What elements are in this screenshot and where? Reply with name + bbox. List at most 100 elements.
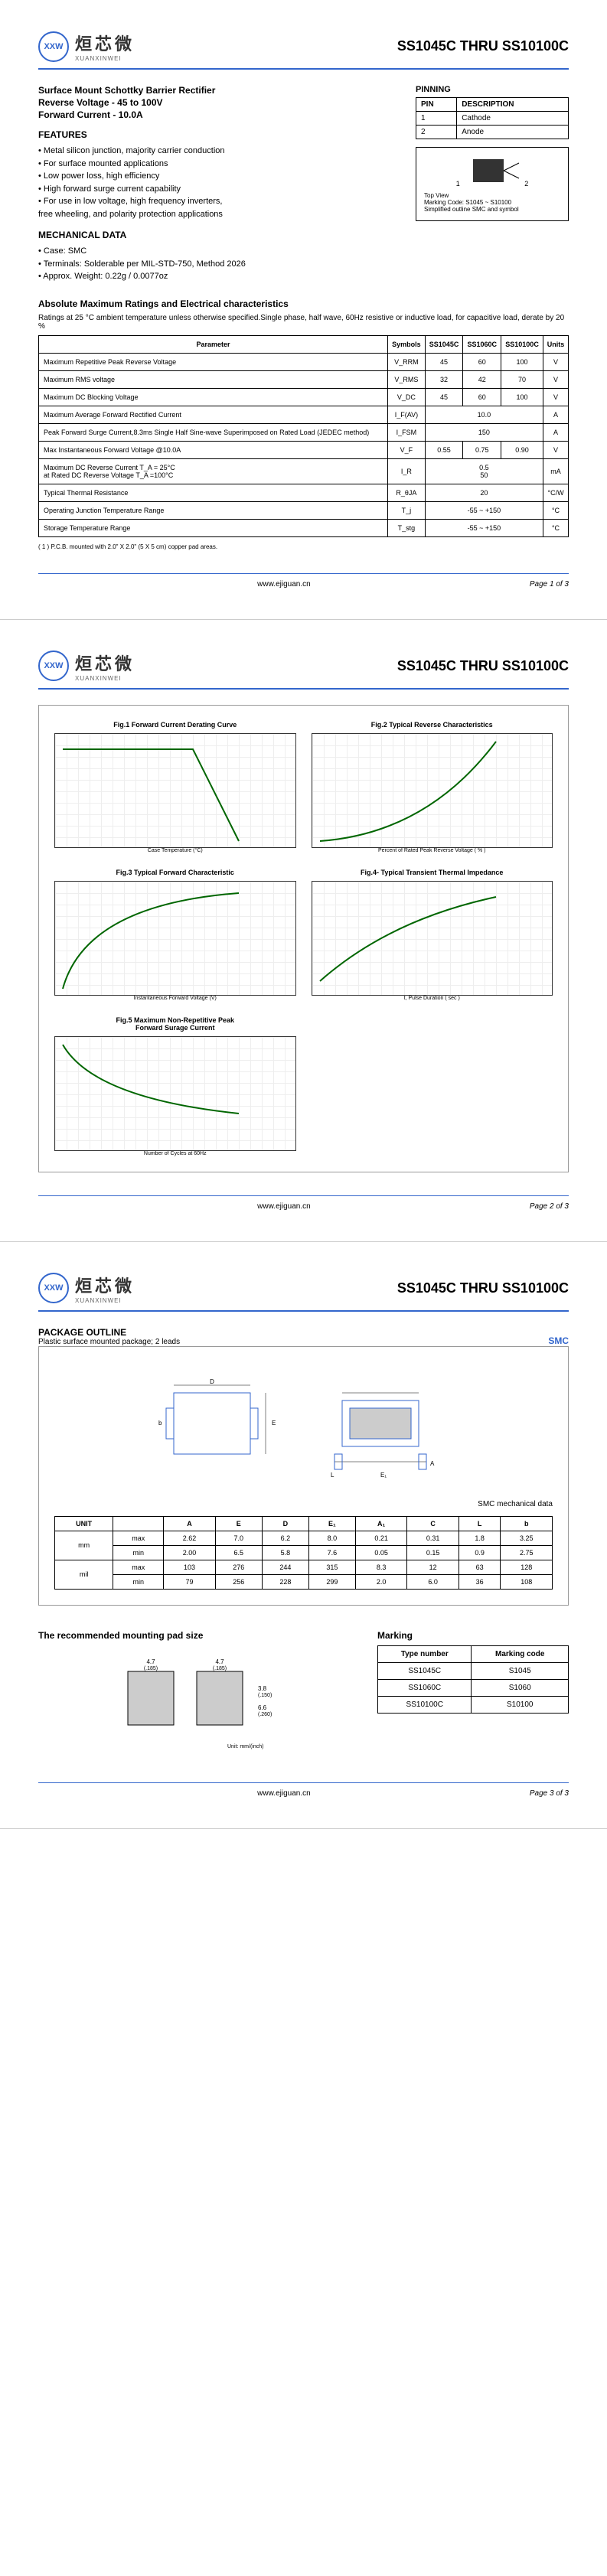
chart-plot <box>54 733 296 848</box>
header: XXW 烜芯微 XUANXINWEI SS1045C THRU SS10100C <box>38 651 569 690</box>
spec-value: 32 <box>425 370 463 388</box>
chart-plot <box>54 1036 296 1151</box>
spec-param: Peak Forward Surge Current,8.3ms Single … <box>39 423 388 441</box>
svg-text:3.8: 3.8 <box>258 1685 267 1692</box>
svg-text:4.7: 4.7 <box>146 1658 155 1665</box>
spec-value: 45 <box>425 388 463 406</box>
dim-cell: 0.9 <box>459 1545 501 1560</box>
mark-cell: SS1060C <box>378 1679 472 1696</box>
logo-icon: XXW <box>38 31 69 62</box>
spec-value: 42 <box>463 370 501 388</box>
chart-title: Fig.1 Forward Current Derating Curve <box>54 721 296 729</box>
logo-cn: 烜芯微 <box>75 31 135 55</box>
pkg-sub: Plastic surface mounted package; 2 leads <box>38 1338 180 1346</box>
dim-header <box>113 1516 164 1531</box>
footer-url: www.ejiguan.cn <box>38 580 530 589</box>
spec-value: 0.90 <box>501 441 543 458</box>
spec-value: 100 <box>501 353 543 370</box>
mech-item: • Terminals: Solderable per MIL-STD-750,… <box>38 258 400 271</box>
dim-cell: 2.0 <box>355 1574 406 1589</box>
chart: Fig.5 Maximum Non-Repetitive Peak Forwar… <box>54 1016 296 1156</box>
spec-row: Maximum DC Reverse Current T_A = 25°C at… <box>39 458 569 484</box>
chart-plot <box>312 881 553 996</box>
abs-desc: Ratings at 25 °C ambient temperature unl… <box>38 314 569 331</box>
pad-title: The recommended mounting pad size <box>38 1630 347 1641</box>
pkg-side-view-icon: A L E₁ <box>319 1378 457 1485</box>
footer: www.ejiguan.cn Page 1 of 3 <box>38 573 569 589</box>
svg-text:(.185): (.185) <box>212 1666 226 1671</box>
dim-cell: 0.15 <box>407 1545 459 1560</box>
mech-list: • Case: SMC • Terminals: Solderable per … <box>38 245 400 283</box>
spec-header: Symbols <box>388 335 426 353</box>
dim-cell: 2.62 <box>164 1531 215 1545</box>
doc-title: SS1045C THRU SS10100C <box>397 658 569 674</box>
mark-table: Type numberMarking code SS1045CS1045 SS1… <box>377 1645 569 1714</box>
chart-title: Fig.4- Typical Transient Thermal Impedan… <box>312 869 553 876</box>
dim-cell: 103 <box>164 1560 215 1574</box>
chart-plot <box>312 733 553 848</box>
dim-cell: 7.0 <box>215 1531 262 1545</box>
spec-param: Maximum DC Reverse Current T_A = 25°C at… <box>39 458 388 484</box>
spec-unit: A <box>543 423 569 441</box>
spec-unit: V <box>543 388 569 406</box>
features-list: • Metal silicon junction, majority carri… <box>38 145 400 220</box>
spec-header: Parameter <box>39 335 388 353</box>
spec-param: Maximum Average Forward Rectified Curren… <box>39 406 388 423</box>
spec-row: Max Instantaneous Forward Voltage @10.0A… <box>39 441 569 458</box>
mark-cell: S1060 <box>472 1679 569 1696</box>
product-line3: Forward Current - 10.0A <box>38 109 400 120</box>
svg-text:4.7: 4.7 <box>215 1658 224 1665</box>
dim-cell: 228 <box>262 1574 308 1589</box>
mark-title: Marking <box>377 1630 569 1641</box>
feature-item: • Metal silicon junction, majority carri… <box>38 145 400 158</box>
logo-en: XUANXINWEI <box>75 1297 135 1304</box>
mark-header: Marking code <box>472 1645 569 1662</box>
logo: XXW 烜芯微 XUANXINWEI <box>38 31 135 62</box>
spec-symbol: I_R <box>388 458 426 484</box>
svg-text:Unit: mm/(inch): Unit: mm/(inch) <box>227 1744 263 1749</box>
mech-item: • Approx. Weight: 0.22g / 0.0077oz <box>38 270 400 283</box>
dim-cell: 315 <box>308 1560 355 1574</box>
pin-cell: Anode <box>457 126 569 139</box>
dim-cell: 63 <box>459 1560 501 1574</box>
pkg-top-view-icon: D E b <box>151 1378 289 1485</box>
pin-table: PINDESCRIPTION 1Cathode 2Anode <box>416 97 569 139</box>
dim-header: C <box>407 1516 459 1531</box>
dim-row: min792562282992.06.036108 <box>55 1574 553 1589</box>
pad-section: The recommended mounting pad size 4.7 (.… <box>38 1621 347 1759</box>
dim-row: milmax1032762443158.31263128 <box>55 1560 553 1574</box>
spec-row: Peak Forward Surge Current,8.3ms Single … <box>39 423 569 441</box>
dim-cell: 6.0 <box>407 1574 459 1589</box>
dim-cell: 2.00 <box>164 1545 215 1560</box>
mark-header: Type number <box>378 1645 472 1662</box>
dim-cell: 0.31 <box>407 1531 459 1545</box>
pin-header: PIN <box>416 98 457 112</box>
content-row: Surface Mount Schottky Barrier Rectifier… <box>38 85 569 283</box>
features-title: FEATURES <box>38 129 400 140</box>
dim-cell: 128 <box>501 1560 553 1574</box>
dim-header: L <box>459 1516 501 1531</box>
spec-unit: °C <box>543 519 569 536</box>
mark-section: Marking Type numberMarking code SS1045CS… <box>377 1621 569 1759</box>
spec-value: 0.55 <box>425 441 463 458</box>
pkg-header: PACKAGE OUTLINE Plastic surface mounted … <box>38 1327 569 1346</box>
spec-param: Max Instantaneous Forward Voltage @10.0A <box>39 441 388 458</box>
spec-param: Typical Thermal Resistance <box>39 484 388 501</box>
spec-param: Maximum RMS voltage <box>39 370 388 388</box>
spec-value: 70 <box>501 370 543 388</box>
spec-symbol: R_θJA <box>388 484 426 501</box>
svg-text:L: L <box>331 1472 335 1479</box>
dim-header: D <box>262 1516 308 1531</box>
product-line2: Reverse Voltage - 45 to 100V <box>38 97 400 108</box>
chart-plot <box>54 881 296 996</box>
dim-cell: min <box>113 1574 164 1589</box>
mark-cell: SS10100C <box>378 1696 472 1713</box>
spec-unit: A <box>543 406 569 423</box>
logo-icon: XXW <box>38 651 69 681</box>
spec-value: 20 <box>425 484 543 501</box>
page-number: Page 1 of 3 <box>530 580 569 589</box>
spec-symbol: T_stg <box>388 519 426 536</box>
mark-cell: S1045 <box>472 1662 569 1679</box>
spec-param: Storage Temperature Range <box>39 519 388 536</box>
dim-cell: 36 <box>459 1574 501 1589</box>
